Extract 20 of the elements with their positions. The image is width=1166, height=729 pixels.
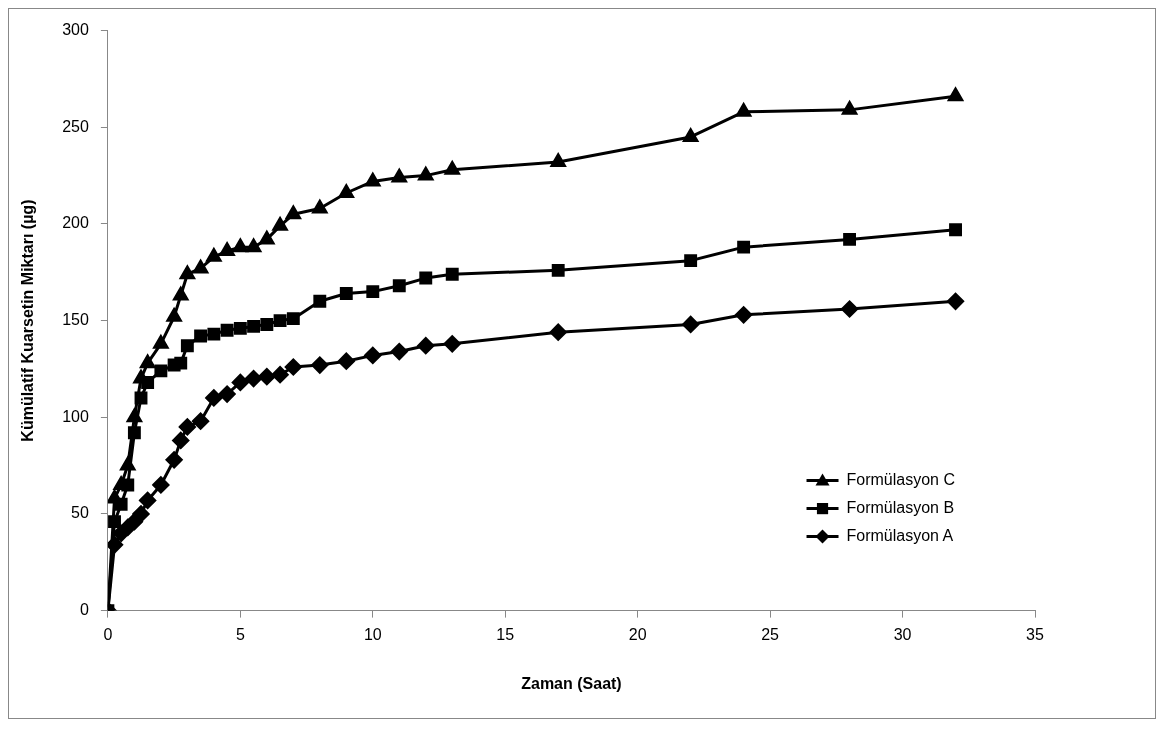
legend-label: Formülasyon C xyxy=(846,471,956,489)
x-tick-label: 30 xyxy=(893,625,912,643)
y-tick-label: 250 xyxy=(62,117,89,135)
y-tick-label: 100 xyxy=(62,407,89,425)
y-tick-label: 0 xyxy=(79,601,89,619)
x-tick-label: 10 xyxy=(363,625,382,643)
y-tick-label: 300 xyxy=(62,21,89,39)
legend-label: Formülasyon B xyxy=(846,499,955,517)
x-tick-label: 15 xyxy=(496,625,515,643)
y-tick-label: 50 xyxy=(71,504,89,522)
y-tick-label: 200 xyxy=(62,214,89,232)
y-axis-title: Kümülatif Kuarsetin Miktarı (µg) xyxy=(19,199,37,442)
x-tick-label: 0 xyxy=(103,625,113,643)
y-tick-label: 150 xyxy=(62,311,89,329)
x-tick-label: 35 xyxy=(1026,625,1044,643)
x-tick-label: 25 xyxy=(761,625,780,643)
x-tick-label: 5 xyxy=(235,625,245,643)
x-axis-title: Zaman (Saat) xyxy=(521,674,622,692)
x-tick-label: 20 xyxy=(628,625,647,643)
legend-label: Formülasyon A xyxy=(846,527,954,545)
